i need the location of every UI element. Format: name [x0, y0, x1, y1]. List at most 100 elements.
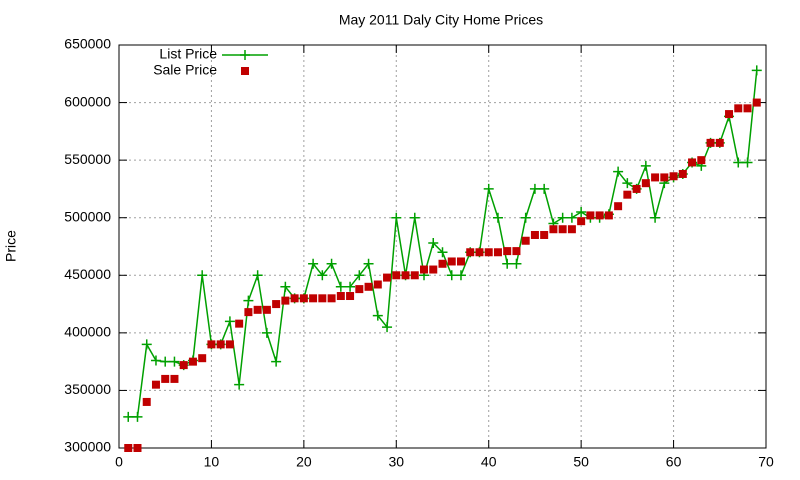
data-point [669, 172, 678, 181]
data-point [558, 225, 567, 234]
y-tick-label: 350000 [64, 381, 111, 397]
data-point [188, 357, 197, 366]
data-point [224, 316, 235, 327]
data-point [557, 212, 568, 223]
data-point [281, 296, 290, 305]
x-tick-label: 40 [481, 454, 497, 470]
data-point [142, 397, 151, 406]
data-point [492, 212, 503, 223]
data-point [632, 184, 641, 193]
data-point [170, 374, 179, 383]
data-point [317, 270, 328, 281]
data-point [363, 258, 374, 269]
data-point [530, 230, 539, 239]
data-point [409, 212, 420, 223]
data-point [133, 444, 142, 452]
data-point [383, 273, 392, 282]
data-point [354, 270, 365, 281]
data-point [734, 104, 743, 113]
data-point [326, 258, 337, 269]
data-point [410, 271, 419, 280]
data-point [539, 183, 550, 194]
legend-label: Sale Price [153, 62, 217, 78]
x-tick-label: 30 [388, 454, 404, 470]
data-point [161, 374, 170, 383]
data-point [141, 339, 152, 350]
data-point [150, 355, 161, 366]
data-point [244, 308, 253, 317]
data-point [335, 281, 346, 292]
data-point [752, 98, 761, 107]
data-point [401, 271, 410, 280]
data-point [466, 248, 475, 257]
data-point [503, 247, 512, 256]
data-point [641, 179, 650, 188]
data-point [197, 270, 208, 281]
data-point [253, 305, 262, 314]
data-point [308, 258, 319, 269]
data-point [595, 211, 604, 220]
x-tick-label: 70 [758, 454, 774, 470]
data-point [169, 356, 180, 367]
data-point [511, 258, 522, 269]
data-point [235, 319, 244, 328]
x-tick-label: 50 [573, 454, 589, 470]
data-point [179, 361, 188, 370]
data-point [743, 104, 752, 113]
y-axis-label: Price [3, 230, 19, 262]
data-point [512, 247, 521, 256]
x-tick-label: 20 [296, 454, 312, 470]
data-point [678, 169, 687, 178]
data-point [234, 379, 245, 390]
data-point [622, 178, 633, 189]
y-tick-label: 500000 [64, 208, 111, 224]
data-point [216, 340, 225, 349]
data-point [345, 281, 356, 292]
data-point [280, 281, 291, 292]
data-point [566, 212, 577, 223]
data-point [252, 270, 263, 281]
data-point [623, 190, 632, 199]
data-point [391, 212, 402, 223]
data-point [715, 138, 724, 147]
data-point [567, 225, 576, 234]
data-point [198, 354, 207, 363]
data-point [290, 294, 299, 303]
data-point [382, 322, 393, 333]
data-point [475, 248, 484, 257]
data-point [540, 230, 549, 239]
x-tick-label: 10 [204, 454, 220, 470]
y-tick-label: 400000 [64, 324, 111, 340]
data-point [520, 212, 531, 223]
data-point [309, 294, 318, 303]
data-point [160, 356, 171, 367]
data-point [725, 110, 734, 119]
chart-title: May 2011 Daly City Home Prices [339, 12, 543, 28]
data-point [613, 166, 624, 177]
data-point [549, 225, 558, 234]
data-point [327, 294, 336, 303]
series-line [128, 70, 758, 418]
data-point [577, 217, 586, 226]
data-point [586, 211, 595, 220]
y-tick-label: 600000 [64, 93, 111, 109]
data-point [346, 292, 355, 301]
data-point [243, 295, 254, 306]
data-point [272, 300, 281, 309]
data-point [207, 340, 216, 349]
data-point [742, 157, 753, 168]
data-point [364, 282, 373, 291]
legend-label: List Price [159, 46, 217, 62]
data-point [493, 248, 502, 257]
data-point [132, 411, 143, 422]
data-point [372, 310, 383, 321]
plot-frame [118, 44, 767, 449]
data-point [529, 183, 540, 194]
data-point [438, 259, 447, 268]
data-point [651, 173, 660, 182]
data-point [660, 173, 669, 182]
data-point [373, 280, 382, 289]
data-point [751, 65, 762, 76]
